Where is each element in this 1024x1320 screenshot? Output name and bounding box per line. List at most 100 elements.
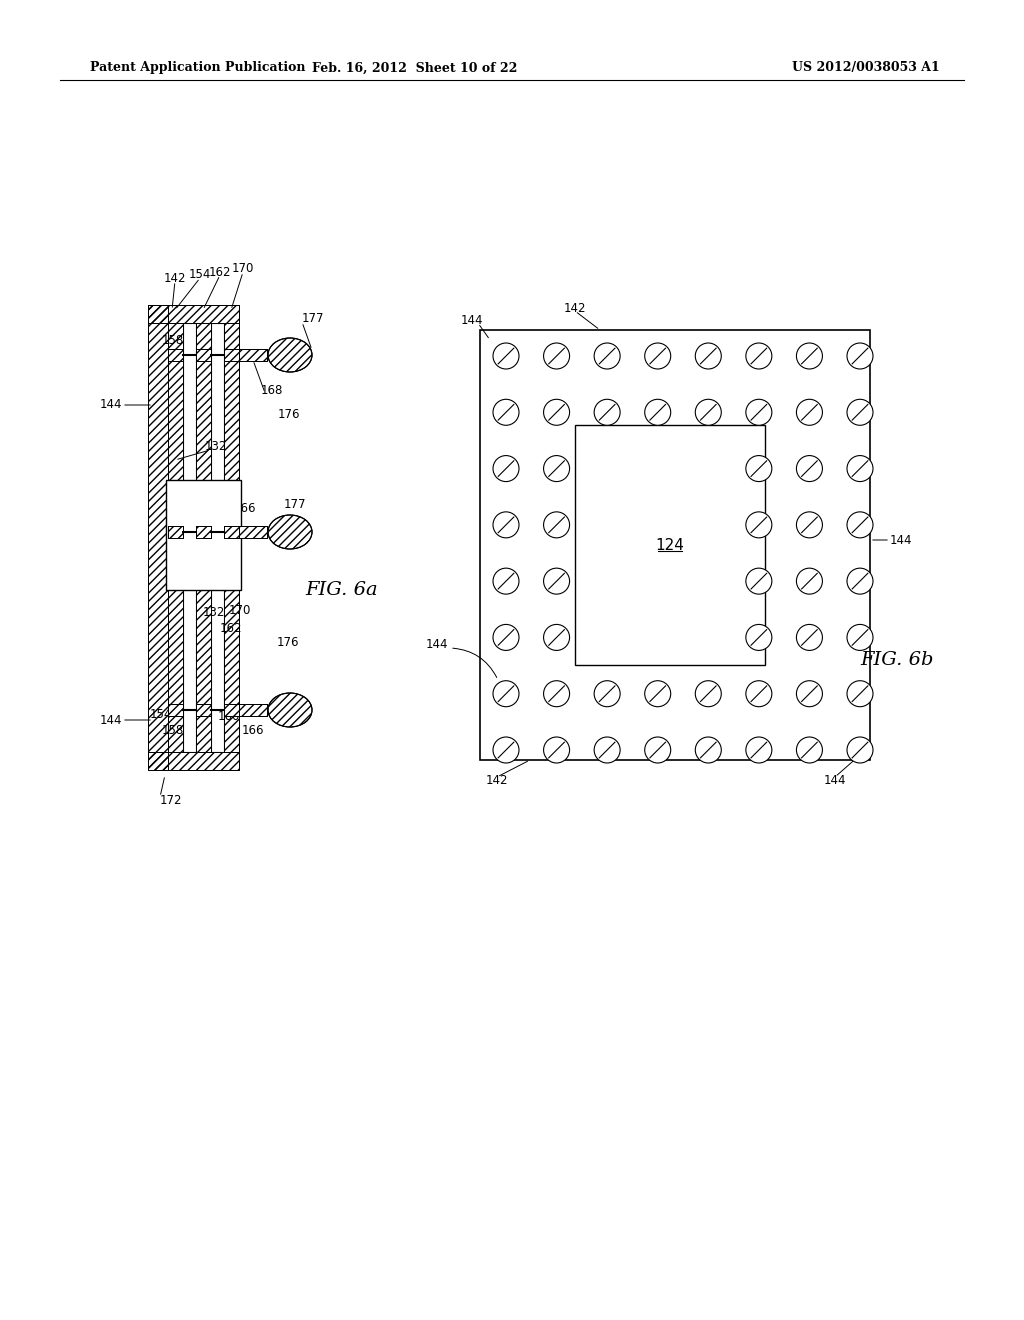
Circle shape [745, 512, 772, 537]
Bar [239, 348, 267, 360]
Bar [148, 305, 239, 323]
Circle shape [745, 399, 772, 425]
Text: 166: 166 [234, 502, 256, 515]
Text: Feb. 16, 2012  Sheet 10 of 22: Feb. 16, 2012 Sheet 10 of 22 [312, 62, 518, 74]
Text: 132: 132 [205, 441, 227, 454]
Text: FIG. 6b: FIG. 6b [860, 651, 934, 669]
Text: 130: 130 [198, 556, 220, 569]
Text: 158: 158 [162, 723, 184, 737]
Text: 142: 142 [170, 527, 193, 540]
Circle shape [847, 568, 873, 594]
Bar [196, 323, 211, 752]
Bar [196, 348, 211, 360]
Circle shape [544, 512, 569, 537]
Text: 177: 177 [302, 312, 325, 325]
Circle shape [493, 681, 519, 706]
Bar [148, 305, 239, 323]
Bar [224, 348, 239, 360]
Bar [239, 704, 267, 715]
Text: 154: 154 [150, 708, 172, 721]
Circle shape [493, 455, 519, 482]
Bar [480, 330, 870, 760]
Bar [224, 704, 239, 715]
Text: 160: 160 [218, 710, 241, 723]
Text: 144: 144 [99, 714, 122, 726]
Circle shape [847, 737, 873, 763]
Text: 162: 162 [220, 622, 243, 635]
Bar [196, 704, 211, 715]
Bar [224, 525, 239, 539]
Circle shape [493, 568, 519, 594]
Bar [168, 323, 183, 752]
Text: 144: 144 [823, 774, 846, 787]
Bar [196, 525, 211, 539]
Text: 176: 176 [278, 408, 300, 421]
Bar [239, 704, 267, 715]
Circle shape [645, 737, 671, 763]
Ellipse shape [268, 515, 312, 549]
Circle shape [745, 681, 772, 706]
Bar [239, 348, 267, 360]
Circle shape [847, 624, 873, 651]
Circle shape [847, 343, 873, 370]
Ellipse shape [268, 693, 312, 727]
Text: 170: 170 [229, 603, 251, 616]
Bar [168, 525, 183, 539]
Circle shape [544, 624, 569, 651]
Bar [196, 323, 211, 752]
Circle shape [594, 681, 621, 706]
Text: 168: 168 [261, 384, 284, 396]
Circle shape [797, 737, 822, 763]
Circle shape [695, 737, 721, 763]
Text: Patent Application Publication: Patent Application Publication [90, 62, 305, 74]
Bar [168, 525, 183, 539]
Text: 168: 168 [255, 704, 278, 717]
Text: 142: 142 [564, 301, 587, 314]
Circle shape [797, 455, 822, 482]
Bar [239, 525, 267, 539]
Circle shape [645, 399, 671, 425]
Text: 176: 176 [278, 636, 299, 649]
Text: 158: 158 [162, 334, 184, 346]
Bar [148, 752, 239, 770]
Text: 142: 142 [485, 774, 508, 787]
Circle shape [847, 399, 873, 425]
Circle shape [594, 737, 621, 763]
Text: 177: 177 [284, 499, 306, 511]
Text: FIG. 6a: FIG. 6a [305, 581, 378, 599]
Bar [196, 525, 211, 539]
Circle shape [544, 681, 569, 706]
Bar [224, 525, 239, 539]
Circle shape [544, 455, 569, 482]
Bar [211, 323, 224, 752]
Text: 132: 132 [203, 606, 225, 619]
Text: 170: 170 [231, 263, 254, 276]
Bar [575, 425, 765, 665]
Bar [168, 704, 183, 715]
Circle shape [645, 343, 671, 370]
Circle shape [493, 343, 519, 370]
Circle shape [797, 399, 822, 425]
Text: 172: 172 [160, 793, 182, 807]
Circle shape [847, 512, 873, 537]
Circle shape [544, 737, 569, 763]
Circle shape [544, 399, 569, 425]
Circle shape [695, 343, 721, 370]
Text: 144: 144 [461, 314, 483, 326]
Bar [168, 704, 183, 715]
Circle shape [745, 568, 772, 594]
Circle shape [695, 681, 721, 706]
Text: 144: 144 [890, 533, 912, 546]
Text: 154: 154 [188, 268, 211, 281]
Bar [224, 348, 239, 360]
Circle shape [493, 624, 519, 651]
Bar [168, 348, 183, 360]
Bar [224, 323, 239, 752]
Circle shape [493, 399, 519, 425]
Circle shape [745, 343, 772, 370]
Text: 144: 144 [426, 639, 449, 652]
Bar [224, 323, 239, 752]
Text: 142: 142 [164, 272, 186, 285]
Bar [148, 305, 168, 770]
Bar [168, 348, 183, 360]
